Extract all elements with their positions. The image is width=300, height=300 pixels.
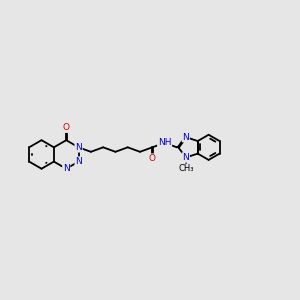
Text: N: N bbox=[182, 133, 189, 142]
Text: NH: NH bbox=[158, 138, 171, 147]
Text: N: N bbox=[63, 164, 70, 173]
Text: N: N bbox=[75, 143, 82, 152]
Text: CH₃: CH₃ bbox=[178, 164, 194, 173]
Text: O: O bbox=[63, 123, 70, 132]
Text: N: N bbox=[182, 153, 189, 162]
Text: O: O bbox=[149, 154, 156, 163]
Text: N: N bbox=[75, 157, 82, 166]
